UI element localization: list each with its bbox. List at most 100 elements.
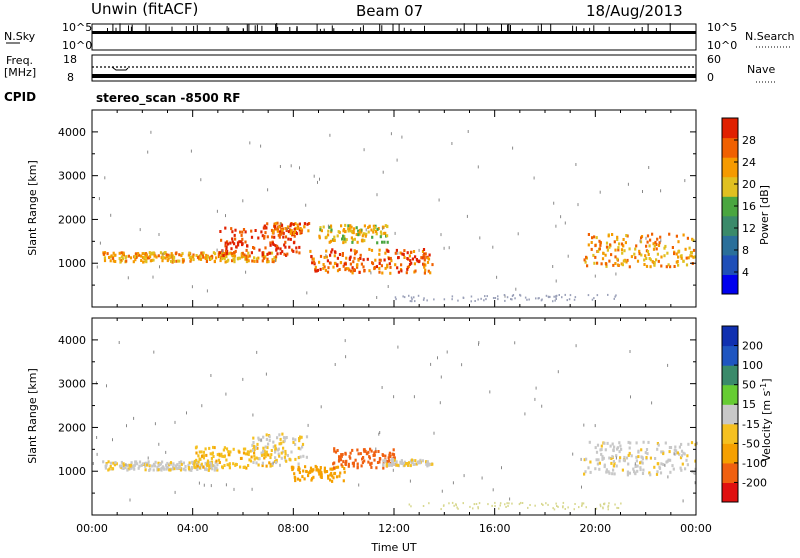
- velocity-cell: [341, 453, 344, 456]
- velocity-cell: [636, 464, 639, 468]
- velocity-cell: [114, 461, 117, 465]
- power-cell: [614, 255, 617, 259]
- power-cell: [654, 240, 657, 244]
- power-noise-cell: [684, 179, 686, 183]
- power-cell: [165, 253, 168, 257]
- velocity-cell: [387, 456, 390, 460]
- velocity-cell: [391, 458, 394, 462]
- power-cell: [199, 254, 202, 258]
- power-ground-cell: [395, 298, 397, 301]
- power-noise-cell: [466, 214, 468, 218]
- velocity-noise-cell: [252, 413, 254, 417]
- velocity-cell: [290, 450, 293, 454]
- power-cell: [269, 243, 272, 247]
- velocity-cell: [240, 456, 243, 460]
- power-cell: [371, 235, 374, 239]
- power-ground-cell: [474, 300, 476, 302]
- velocity-cell: [190, 468, 193, 472]
- velocity-noise-cell: [379, 431, 381, 434]
- velocity-cell: [225, 458, 228, 462]
- velocity-cell: [608, 456, 611, 460]
- power-cell: [394, 263, 397, 267]
- velocity-cell: [217, 452, 221, 456]
- power-cell: [415, 258, 418, 261]
- power-cell: [353, 237, 356, 241]
- power-cell: [584, 260, 587, 264]
- velocity-ground-cell: [491, 504, 493, 507]
- power-cell: [284, 235, 288, 239]
- velocity-cell: [628, 451, 631, 455]
- colorbar-swatch: [722, 137, 738, 158]
- velocity-noise-cell: [509, 497, 511, 501]
- power-cell: [178, 259, 181, 263]
- power-noise-cell: [390, 132, 392, 136]
- power-cell: [359, 253, 362, 257]
- ytick-label: 2000: [58, 421, 86, 434]
- velocity-cell: [202, 465, 205, 469]
- velocity-cell: [351, 461, 354, 465]
- velocity-cell: [305, 470, 308, 474]
- velocity-cell: [209, 452, 212, 456]
- power-cell: [355, 233, 358, 236]
- power-cell: [298, 245, 301, 249]
- velocity-cell: [333, 447, 336, 451]
- power-cell: [112, 259, 115, 263]
- velocity-cell: [144, 468, 147, 472]
- velocity-cell: [311, 468, 314, 472]
- power-cell: [608, 245, 611, 249]
- nsky-strip: N.Sky 10^5 10^0 10^5 10^0 N.Search: [4, 21, 795, 52]
- power-noise-cell: [401, 135, 403, 139]
- velocity-cell: [362, 456, 365, 459]
- power-ground-cell: [512, 294, 515, 296]
- velocity-cell: [292, 440, 295, 444]
- velocity-cell: [178, 466, 181, 470]
- velocity-noise-cell: [629, 350, 631, 353]
- velocity-cell: [589, 470, 592, 474]
- power-cell: [247, 255, 250, 259]
- velocity-noise-cell: [251, 487, 253, 491]
- power-cell: [298, 222, 301, 226]
- velocity-cell: [253, 451, 256, 455]
- power-cell: [651, 260, 654, 264]
- velocity-cell: [337, 459, 341, 463]
- power-cell: [342, 264, 345, 268]
- power-cell: [621, 244, 625, 248]
- velocity-cell: [403, 460, 406, 464]
- power-cell: [592, 253, 595, 257]
- power-ground-cell: [470, 300, 472, 303]
- power-noise-cell: [363, 148, 365, 152]
- velocity-noise-cell: [667, 475, 669, 479]
- velocity-cell: [272, 440, 275, 444]
- velocity-cell: [660, 450, 663, 454]
- power-cell: [348, 227, 351, 231]
- power-cell: [134, 252, 138, 256]
- power-cell: [290, 229, 293, 233]
- velocity-cell: [305, 455, 308, 459]
- velocity-noise-cell: [375, 447, 377, 451]
- velocity-cell: [274, 456, 277, 460]
- colorbar-swatch: [722, 157, 738, 178]
- velocity-cell: [282, 446, 285, 450]
- velocity-cell: [341, 465, 344, 468]
- velocity-cell: [262, 446, 265, 450]
- power-cell: [372, 230, 375, 234]
- power-cell: [389, 265, 392, 269]
- power-cell: [245, 257, 248, 261]
- power-cell: [292, 249, 295, 253]
- velocity-cell: [158, 467, 161, 471]
- power-cell: [344, 230, 347, 234]
- velocity-cell: [613, 461, 616, 465]
- velocity-cell: [344, 451, 347, 455]
- velocity-cell: [268, 461, 271, 465]
- velocity-ground-cell: [457, 507, 459, 510]
- power-cell: [288, 245, 291, 249]
- power-cell: [285, 253, 288, 257]
- velocity-cell: [300, 435, 303, 439]
- velocity-noise-cell: [129, 498, 131, 502]
- velocity-cell: [178, 464, 181, 468]
- velocity-cell: [204, 447, 207, 451]
- velocity-noise-cell: [358, 483, 360, 487]
- power-cell: [240, 240, 243, 244]
- velocity-cell: [613, 472, 616, 476]
